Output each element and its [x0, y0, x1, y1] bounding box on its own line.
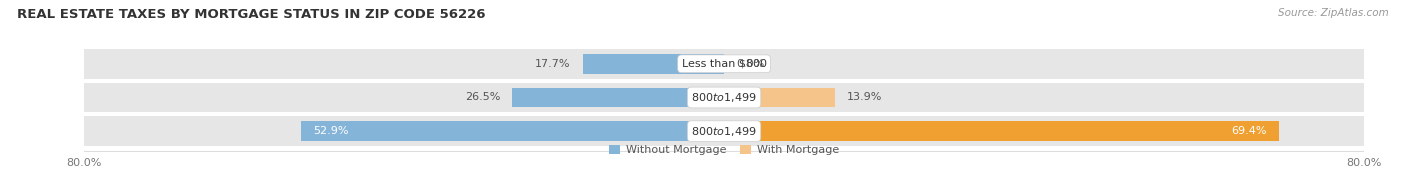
- Text: 52.9%: 52.9%: [314, 126, 349, 136]
- Text: $800 to $1,499: $800 to $1,499: [692, 125, 756, 138]
- Text: 69.4%: 69.4%: [1232, 126, 1267, 136]
- Text: 17.7%: 17.7%: [536, 59, 571, 69]
- Text: 0.0%: 0.0%: [737, 59, 765, 69]
- Text: $800 to $1,499: $800 to $1,499: [692, 91, 756, 104]
- Bar: [512, 88, 724, 107]
- Text: Less than $800: Less than $800: [682, 59, 766, 69]
- Bar: [582, 54, 724, 74]
- Bar: [301, 121, 724, 141]
- Text: REAL ESTATE TAXES BY MORTGAGE STATUS IN ZIP CODE 56226: REAL ESTATE TAXES BY MORTGAGE STATUS IN …: [17, 8, 485, 21]
- Text: Source: ZipAtlas.com: Source: ZipAtlas.com: [1278, 8, 1389, 18]
- Bar: [84, 83, 1364, 112]
- Legend: Without Mortgage, With Mortgage: Without Mortgage, With Mortgage: [609, 145, 839, 155]
- Bar: [84, 116, 1364, 146]
- Text: 26.5%: 26.5%: [465, 92, 501, 103]
- Bar: [84, 49, 1364, 79]
- Bar: [724, 121, 1279, 141]
- Bar: [724, 88, 835, 107]
- Text: 13.9%: 13.9%: [848, 92, 883, 103]
